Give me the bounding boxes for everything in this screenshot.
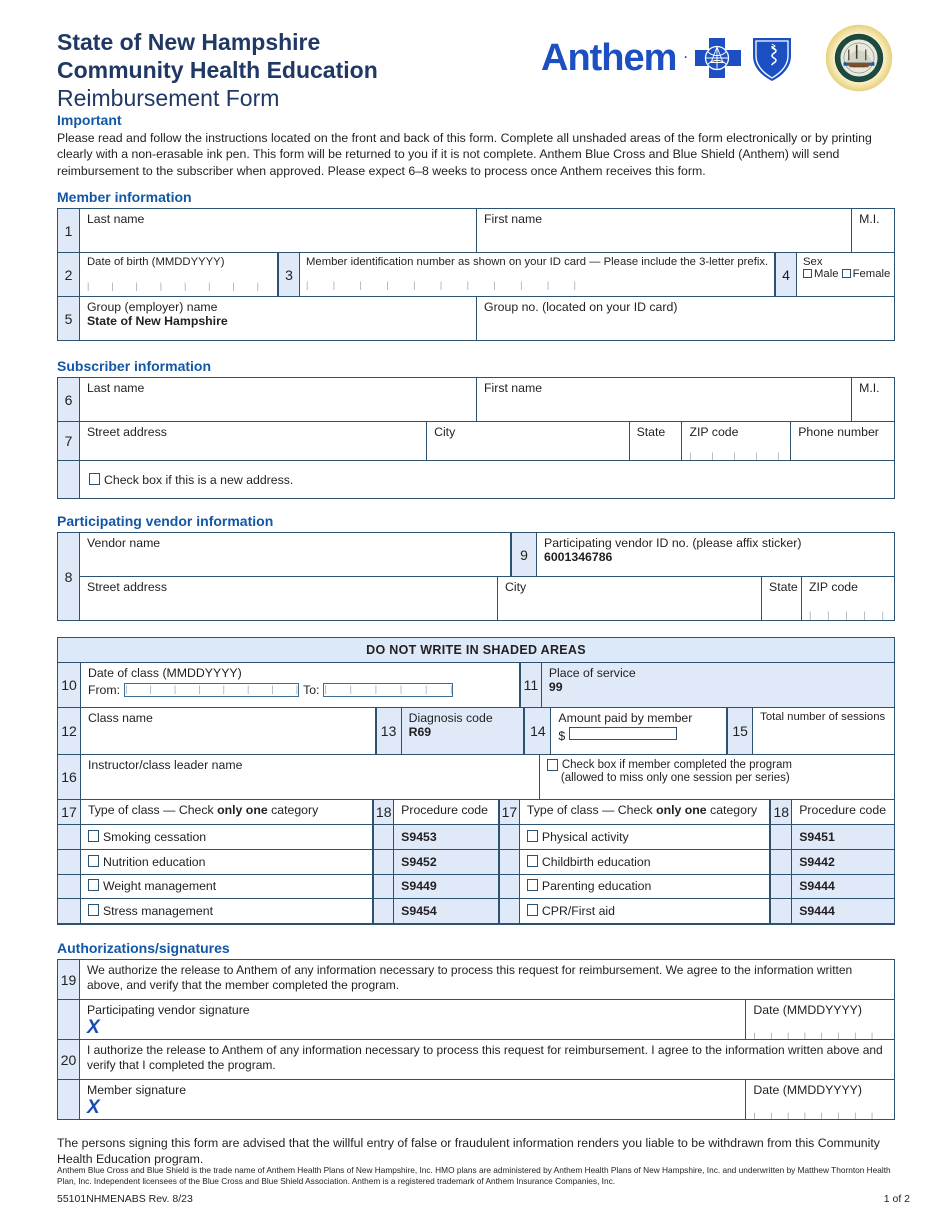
svg-text:.: . <box>684 47 687 61</box>
svg-text:SEAL OF: SEAL OF <box>853 64 866 68</box>
svg-text:Anthem: Anthem <box>541 37 676 79</box>
